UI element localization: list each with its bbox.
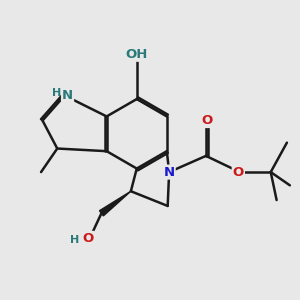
Text: O: O bbox=[82, 232, 94, 245]
Text: H: H bbox=[52, 88, 61, 98]
Text: O: O bbox=[202, 114, 213, 127]
Text: N: N bbox=[62, 89, 73, 102]
Text: OH: OH bbox=[126, 48, 148, 61]
Polygon shape bbox=[100, 191, 131, 216]
Text: N: N bbox=[164, 166, 175, 178]
Text: H: H bbox=[70, 235, 80, 245]
Text: O: O bbox=[233, 166, 244, 178]
